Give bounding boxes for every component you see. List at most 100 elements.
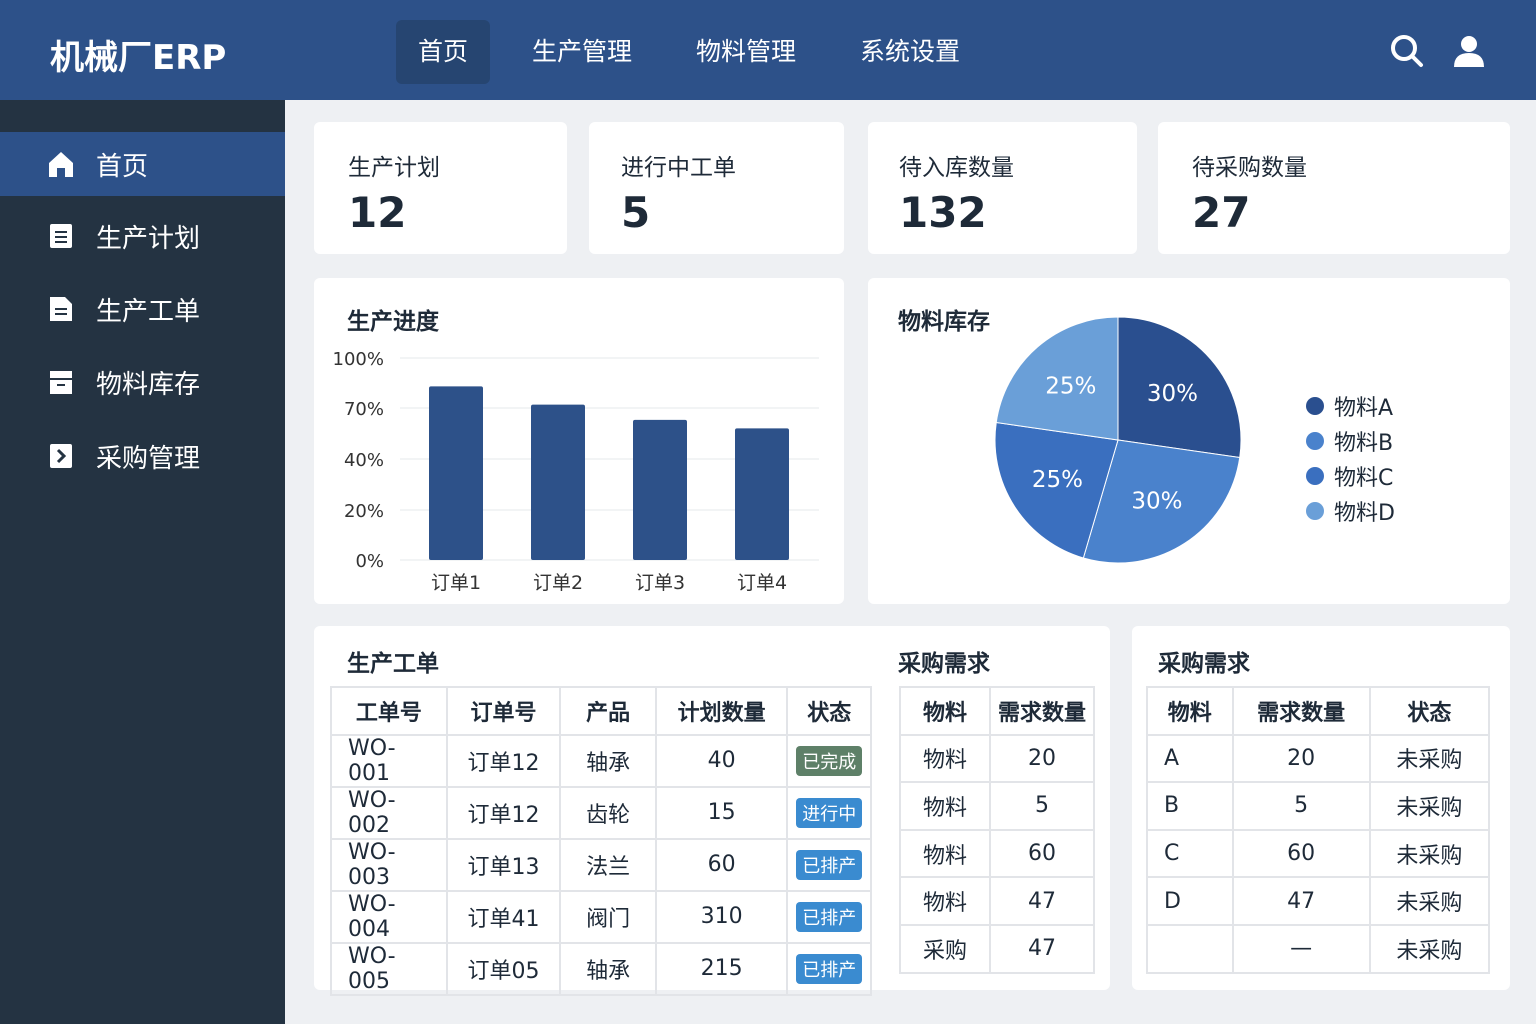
column-header: 物料 <box>1146 686 1234 736</box>
workorder-table: 工单号 订单号 产品 计划数量 状态 WO-001 订单12 轴承 40 已完成 WO-002 订单1… <box>330 686 872 996</box>
sidebar: 首页 生产计划 生产工单 物料库存 采购管理 <box>0 100 285 1024</box>
status-cell: 已排产 <box>786 837 872 892</box>
x-tick-label: 订单4 <box>737 572 787 594</box>
bar-2 <box>531 404 585 560</box>
table-cell: 5 <box>1231 781 1371 831</box>
legend-item: 物料B <box>1306 423 1395 458</box>
stat-value: 27 <box>1192 188 1251 237</box>
x-tick-label: 订单3 <box>635 572 685 594</box>
table-cell: 轴承 <box>559 733 657 788</box>
search-icon[interactable] <box>1390 34 1424 68</box>
table-cell: 订单12 <box>445 785 562 840</box>
legend-label: 物料D <box>1334 500 1395 526</box>
table-row[interactable]: WO-002 订单12 齿轮 15 进行中 <box>330 785 872 840</box>
stat-card-inbound: 待入库数量 132 <box>868 122 1137 254</box>
status-badge: 已排产 <box>796 849 863 880</box>
chart-title: 生产进度 <box>347 309 439 335</box>
status-badge: 已排产 <box>796 901 863 932</box>
table-row[interactable]: D 47 未采购 <box>1146 876 1491 926</box>
sidebar-item-plan[interactable]: 生产计划 <box>0 204 285 268</box>
bar-4 <box>735 428 789 560</box>
sidebar-item-label: 采购管理 <box>96 443 201 474</box>
sidebar-item-inventory[interactable]: 物料库存 <box>0 350 285 414</box>
stat-value: 132 <box>899 188 987 237</box>
nav-material[interactable]: 物料管理 <box>696 37 797 66</box>
table-cell: A <box>1146 733 1234 784</box>
stat-card-plan: 生产计划 12 <box>314 122 567 254</box>
table-cell: WO-004 <box>330 889 448 944</box>
status-badge: 进行中 <box>796 797 863 828</box>
sidebar-item-label: 物料库存 <box>96 369 201 400</box>
file-icon <box>50 297 72 321</box>
y-tick-label: 70% <box>344 399 384 420</box>
table-row[interactable]: — 未采购 <box>1146 923 1491 974</box>
stat-label: 待采购数量 <box>1192 155 1307 181</box>
nav-home[interactable]: 首页 <box>396 20 491 84</box>
table-cell: 60 <box>654 837 789 892</box>
status-cell: 已完成 <box>786 733 872 788</box>
y-tick-label: 100% <box>333 349 384 370</box>
table-cell: 阀门 <box>559 889 657 944</box>
user-icon[interactable] <box>1452 34 1486 68</box>
y-tick-label: 0% <box>355 551 384 572</box>
slice-label: 30% <box>1131 489 1182 515</box>
table-cell: C <box>1146 828 1234 879</box>
table-cell <box>1146 923 1234 974</box>
stat-card-purchase: 待采购数量 27 <box>1158 122 1510 254</box>
table-row[interactable]: B 5 未采购 <box>1146 781 1491 831</box>
table-row[interactable]: 物料 20 <box>898 733 1095 784</box>
table-row[interactable]: 物料 5 <box>898 781 1095 831</box>
y-tick-label: 20% <box>344 501 384 522</box>
table-row[interactable]: C 60 未采购 <box>1146 828 1491 879</box>
table-cell: 215 <box>654 941 789 996</box>
table-cell: 物料 <box>898 781 992 831</box>
table-cell: WO-001 <box>330 733 448 788</box>
table-row[interactable]: WO-005 订单05 轴承 215 已排产 <box>330 941 872 996</box>
table-cell: 47 <box>1231 876 1371 926</box>
table-cell: 未采购 <box>1368 828 1491 879</box>
y-tick-label: 40% <box>344 450 384 471</box>
table-cell: 15 <box>654 785 789 840</box>
table-row[interactable]: 物料 60 <box>898 828 1095 879</box>
table-row[interactable]: WO-001 订单12 轴承 40 已完成 <box>330 733 872 788</box>
status-badge: 已完成 <box>796 745 863 776</box>
table-header-row: 物料 需求数量 <box>898 686 1095 736</box>
chevron-right-icon <box>50 444 72 468</box>
sidebar-item-purchase[interactable]: 采购管理 <box>0 424 285 488</box>
pie-slice-4 <box>995 316 1119 441</box>
table-cell: WO-002 <box>330 785 448 840</box>
sidebar-item-workorder[interactable]: 生产工单 <box>0 277 285 341</box>
stat-value: 5 <box>621 188 651 237</box>
table-row[interactable]: 采购 47 <box>898 923 1095 974</box>
x-tick-label: 订单2 <box>533 572 583 594</box>
section-title: 采购需求 <box>898 651 990 677</box>
home-icon <box>49 152 73 177</box>
column-header: 工单号 <box>330 686 448 736</box>
legend-item: 物料D <box>1306 493 1395 528</box>
status-cell: 已排产 <box>786 889 872 944</box>
table-row[interactable]: 物料 47 <box>898 876 1095 926</box>
legend-swatch <box>1306 466 1324 485</box>
table-cell: 未采购 <box>1368 733 1491 784</box>
nav-production[interactable]: 生产管理 <box>532 37 633 66</box>
table-cell: 60 <box>989 828 1095 879</box>
legend-swatch <box>1306 431 1324 450</box>
purchase-table-1: 物料 需求数量 物料 20 物料 5 物料 60 物料 47 采购 47 <box>898 686 1095 974</box>
table-row[interactable]: A 20 未采购 <box>1146 733 1491 784</box>
legend-label: 物料A <box>1334 395 1394 421</box>
sidebar-item-home[interactable]: 首页 <box>0 132 285 196</box>
stat-label: 待入库数量 <box>899 155 1014 181</box>
table-cell: 5 <box>989 781 1095 831</box>
table-row[interactable]: WO-004 订单41 阀门 310 已排产 <box>330 889 872 944</box>
table-row[interactable]: WO-003 订单13 法兰 60 已排产 <box>330 837 872 892</box>
legend-item: 物料A <box>1306 388 1395 423</box>
document-icon <box>50 224 72 248</box>
table-cell: — <box>1231 923 1371 974</box>
pie-slice-3 <box>994 421 1119 559</box>
nav-settings[interactable]: 系统设置 <box>860 37 961 66</box>
column-header: 物料 <box>898 686 992 736</box>
table-cell: 物料 <box>898 733 992 784</box>
legend-item: 物料C <box>1306 458 1395 493</box>
pie-legend: 物料A 物料B 物料C 物料D <box>1306 388 1395 528</box>
section-title: 生产工单 <box>347 651 439 677</box>
